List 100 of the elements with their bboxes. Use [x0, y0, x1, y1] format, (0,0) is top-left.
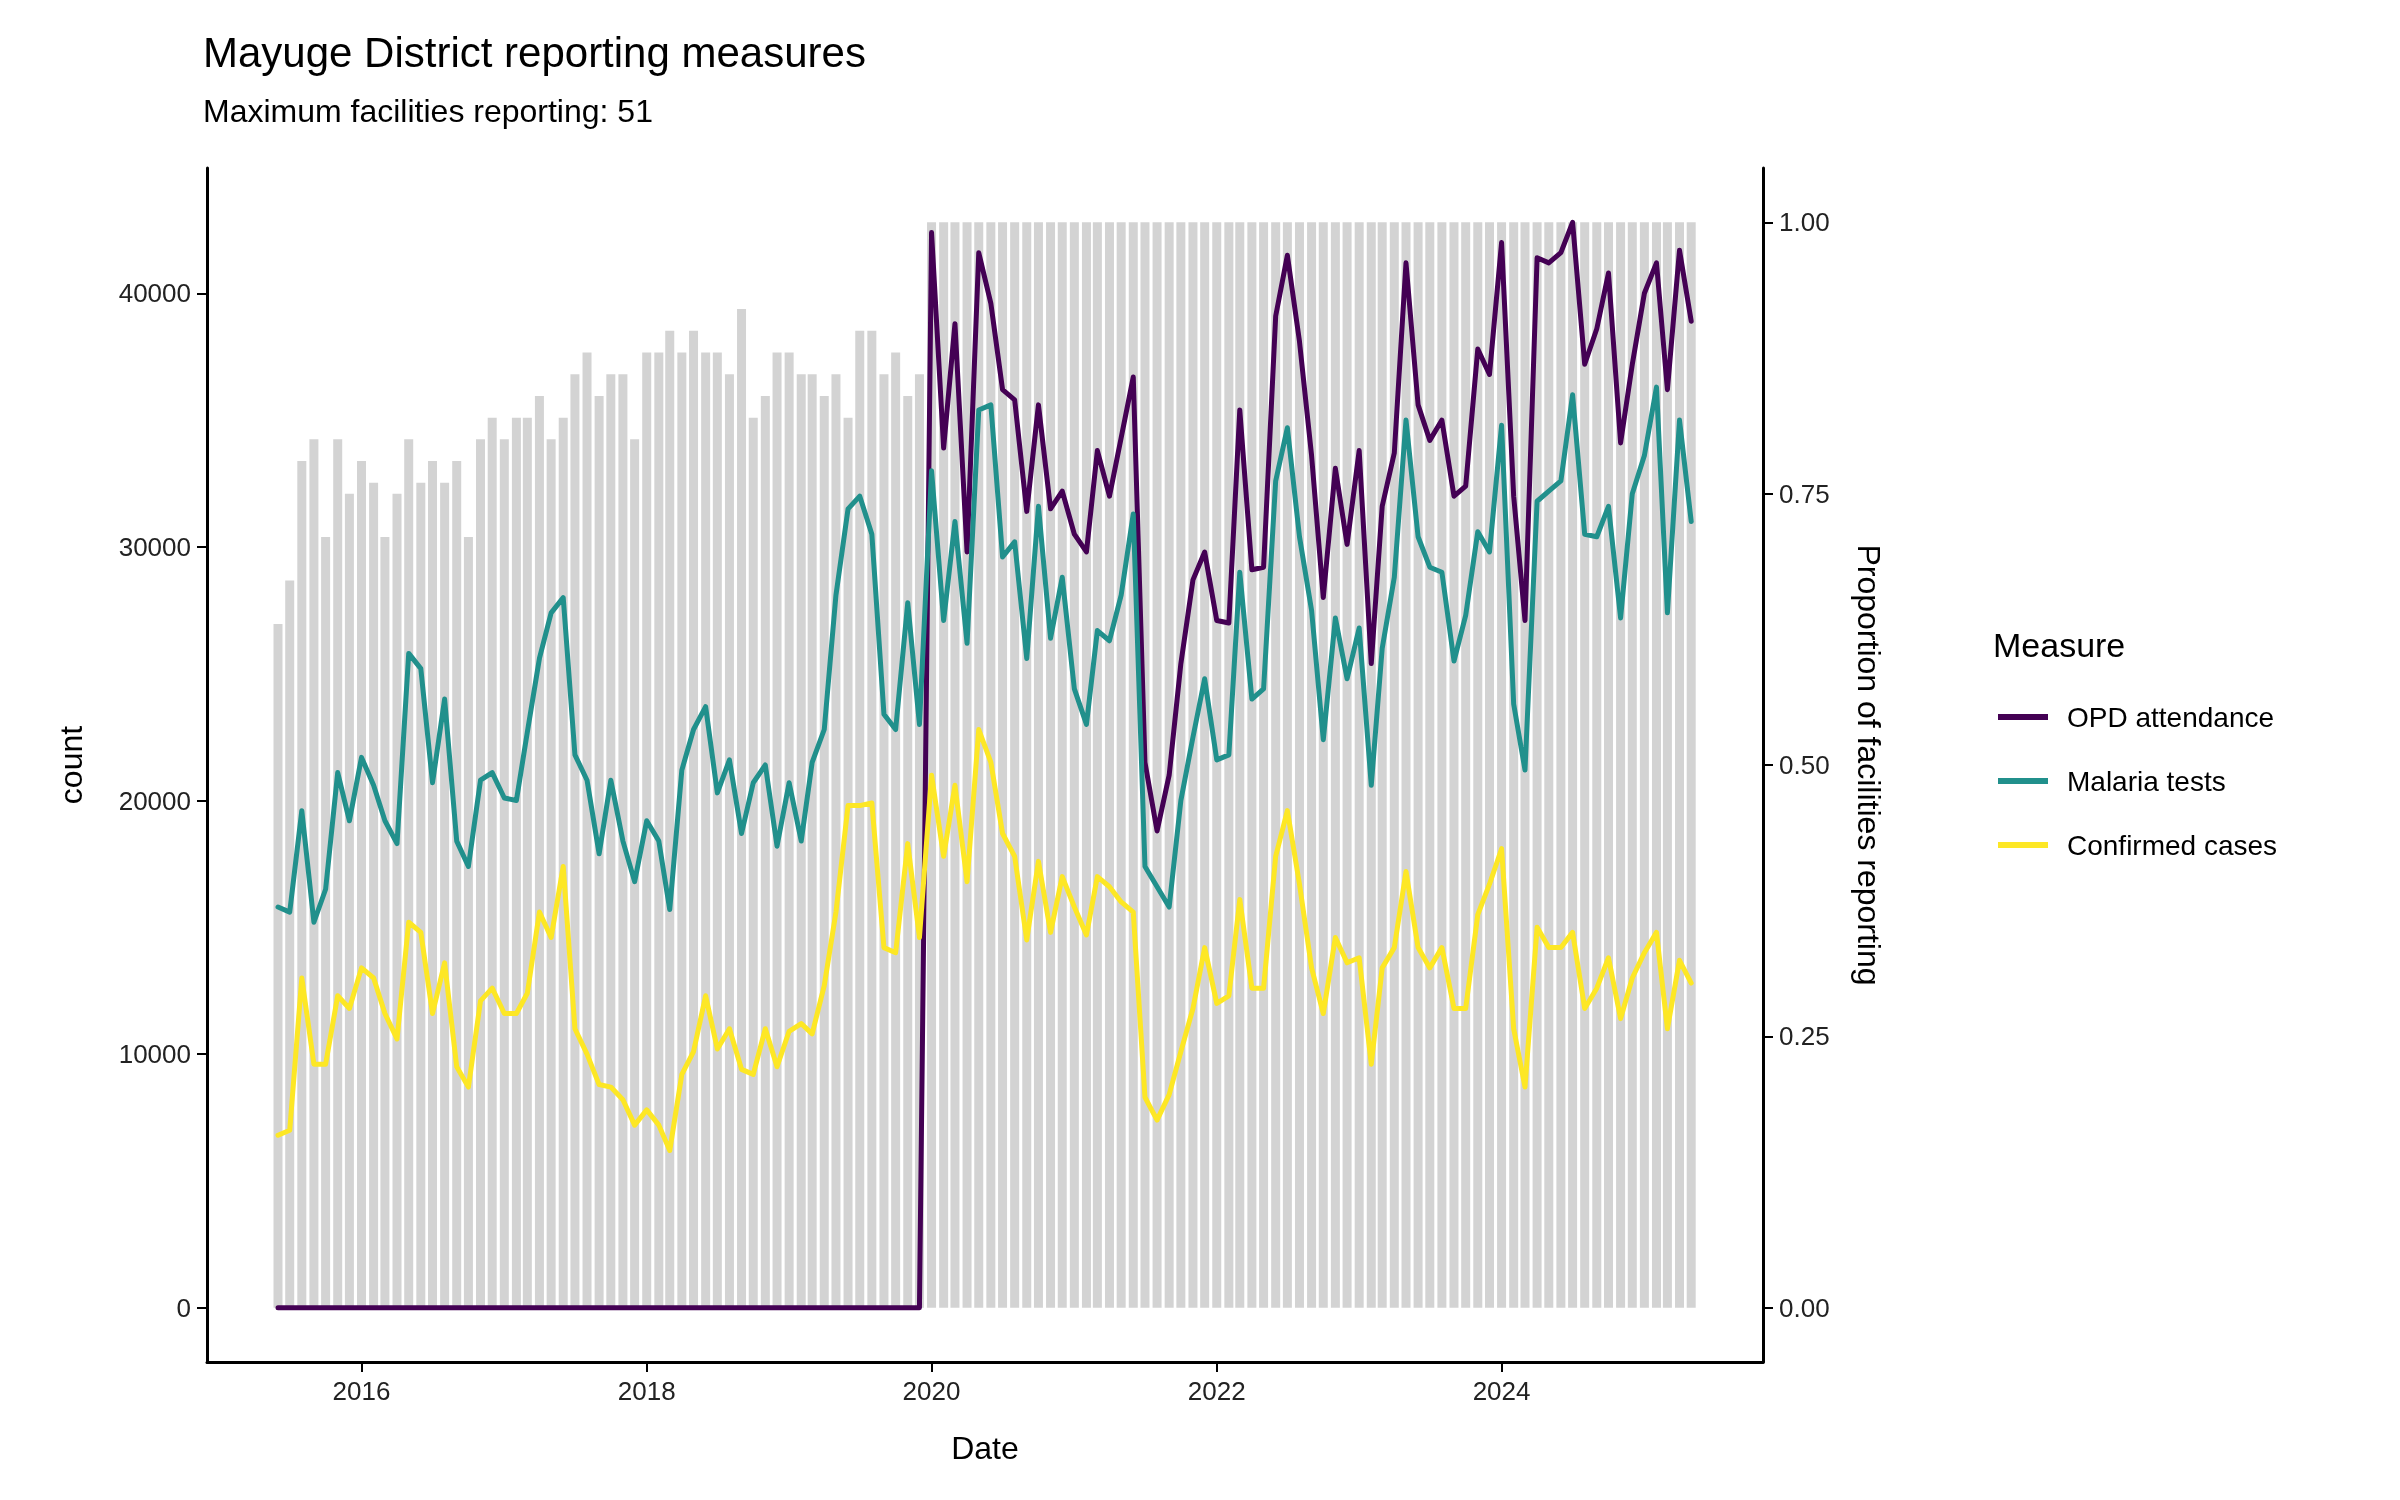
bar — [392, 493, 402, 1308]
bar — [522, 417, 532, 1308]
bar — [654, 352, 664, 1308]
bar — [1568, 222, 1578, 1308]
legend-label: OPD attendance — [2067, 701, 2275, 733]
bar — [1437, 222, 1447, 1308]
y2-tick-label: 0.00 — [1779, 1292, 1830, 1323]
bar — [487, 417, 497, 1308]
bar — [582, 352, 592, 1308]
x-tick-label: 2016 — [332, 1376, 391, 1406]
bar — [1627, 222, 1637, 1308]
bar — [452, 461, 462, 1308]
bar — [570, 374, 580, 1308]
bar — [476, 439, 486, 1308]
x-axis-title: Date — [951, 1430, 1019, 1466]
bar — [903, 395, 913, 1308]
bar — [440, 482, 450, 1308]
y-tick-label: 30000 — [118, 531, 191, 562]
bar — [333, 439, 343, 1308]
bar — [546, 439, 556, 1308]
bar — [499, 439, 509, 1308]
bar — [618, 374, 628, 1308]
y-axis-title: count — [53, 725, 89, 805]
bar — [1616, 222, 1626, 1308]
bar — [760, 395, 770, 1308]
bar — [1152, 222, 1162, 1308]
bar — [1282, 222, 1292, 1308]
chart-subtitle: Maximum facilities reporting: 51 — [203, 93, 653, 129]
bar — [1580, 222, 1590, 1308]
bar — [1057, 222, 1067, 1308]
legend-label: Confirmed cases — [2067, 829, 2278, 861]
bar — [1247, 222, 1257, 1308]
bar — [369, 482, 379, 1308]
bar — [1164, 222, 1174, 1308]
bar — [891, 352, 901, 1308]
bar — [677, 352, 687, 1308]
bar — [606, 374, 616, 1308]
bar — [831, 374, 841, 1308]
bar — [1449, 222, 1459, 1308]
bar — [428, 461, 438, 1308]
bar — [701, 352, 711, 1308]
bar — [1092, 222, 1102, 1308]
chart-title: Mayuge District reporting measures — [203, 28, 866, 76]
y-tick-label: 40000 — [118, 278, 191, 309]
y2-tick-label: 0.75 — [1779, 478, 1830, 509]
bar — [748, 417, 758, 1308]
bar — [344, 493, 354, 1308]
bar — [1188, 222, 1198, 1308]
bar — [404, 439, 414, 1308]
bar — [807, 374, 817, 1308]
x-tick-label: 2020 — [902, 1376, 961, 1406]
bar — [1010, 222, 1020, 1308]
bar — [689, 330, 699, 1308]
bar — [1200, 222, 1210, 1308]
bar — [594, 395, 604, 1308]
y2-axis-title: Proportion of facilities reporting — [1851, 544, 1887, 986]
bar — [1116, 222, 1126, 1308]
bar — [1342, 222, 1352, 1308]
bar — [998, 222, 1008, 1308]
bar — [879, 374, 889, 1308]
bar — [1176, 222, 1186, 1308]
bar — [1473, 222, 1483, 1308]
y2-tick-label: 1.00 — [1779, 207, 1830, 238]
bar — [1413, 222, 1423, 1308]
y2-tick-label: 0.50 — [1779, 750, 1830, 780]
bar — [1069, 222, 1079, 1308]
bar — [843, 417, 853, 1308]
bar — [665, 330, 675, 1308]
x-tick-label: 2018 — [617, 1376, 676, 1406]
y-tick-label: 0 — [176, 1292, 191, 1323]
bar — [712, 352, 722, 1308]
bar — [321, 537, 331, 1308]
bar — [1330, 222, 1340, 1308]
bar — [1592, 222, 1602, 1308]
bar — [642, 352, 652, 1308]
legend-title: Measure — [1993, 626, 2126, 664]
bar — [1484, 222, 1494, 1308]
bar — [416, 482, 426, 1308]
bar — [1425, 222, 1435, 1308]
bar — [1046, 222, 1056, 1308]
bar — [867, 330, 877, 1308]
bar — [1603, 222, 1613, 1308]
x-tick-label: 2022 — [1187, 1376, 1246, 1406]
bar — [511, 417, 521, 1308]
y-tick-label: 10000 — [118, 1039, 191, 1070]
bar — [1461, 222, 1471, 1308]
bar — [273, 623, 283, 1308]
legend-label: Malaria tests — [2067, 765, 2226, 797]
bar — [819, 395, 829, 1308]
bar — [309, 439, 319, 1308]
bar — [380, 537, 390, 1308]
bar — [463, 537, 473, 1308]
x-tick-label: 2024 — [1472, 1376, 1531, 1406]
bar — [1212, 222, 1222, 1308]
bar — [855, 330, 865, 1308]
bar — [1104, 222, 1114, 1308]
y2-tick-label: 0.25 — [1779, 1021, 1830, 1052]
bar — [285, 580, 295, 1308]
bar — [772, 352, 782, 1308]
bar — [796, 374, 806, 1308]
